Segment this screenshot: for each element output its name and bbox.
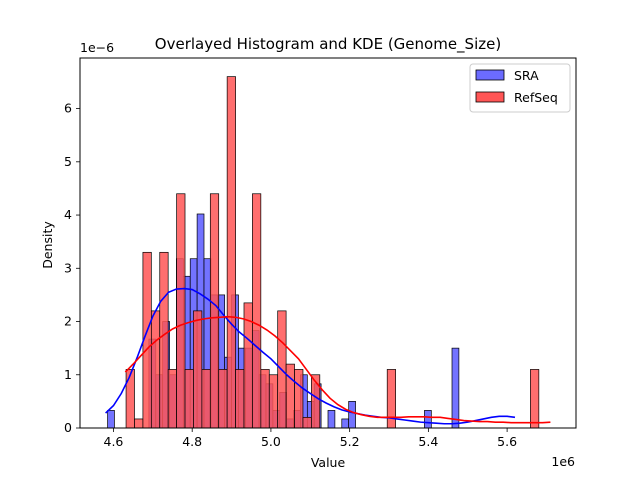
y-tick-label: 4 — [64, 207, 72, 222]
bar-refseq — [260, 369, 270, 429]
kde-line-refseq — [124, 315, 551, 424]
x-axis-title: Value — [311, 455, 346, 470]
bar-refseq — [125, 369, 135, 429]
bar-refseq — [285, 363, 295, 429]
x-tick-label: 4.6 — [104, 434, 124, 449]
bar-refseq — [167, 369, 177, 429]
bar-refseq — [252, 193, 262, 429]
chart-title: Overlayed Histogram and KDE (Genome_Size… — [155, 35, 501, 54]
bar-refseq — [150, 310, 161, 429]
axes-frame — [79, 57, 577, 429]
y-exponent-label: 1e−6 — [80, 40, 114, 55]
legend-label-sra: SRA — [514, 68, 539, 83]
bar-refseq — [226, 76, 236, 429]
y-tick-label: 5 — [64, 154, 72, 169]
y-tick-label: 2 — [64, 314, 72, 329]
axis-ticks: 4.6 4.8 5.0 5.2 5.4 5.6 0 1 2 3 4 5 6 — [64, 101, 517, 449]
bar-refseq — [159, 251, 169, 429]
bar-refseq — [530, 369, 540, 429]
bar-refseq — [209, 193, 220, 429]
x-tick-label: 5.4 — [418, 434, 438, 449]
bar-refseq — [218, 369, 228, 429]
bar-sra — [107, 410, 115, 429]
y-tick-label: 1 — [64, 367, 72, 382]
bar-sra — [424, 410, 432, 429]
y-tick-label: 3 — [64, 260, 72, 275]
bar-refseq — [201, 369, 211, 429]
bar-refseq — [134, 418, 144, 429]
legend-swatch-sra — [475, 69, 505, 81]
bar-refseq — [193, 310, 203, 429]
y-tick-label: 0 — [64, 420, 72, 435]
bar-refseq — [302, 417, 312, 429]
bar-sra — [348, 401, 356, 429]
y-axis-title: Density — [40, 221, 55, 269]
bar-refseq — [294, 369, 304, 429]
kde-line-sra — [105, 287, 516, 425]
bar-sra — [451, 347, 460, 429]
bar-sra — [341, 418, 350, 429]
bars-refseq — [125, 76, 540, 429]
bar-refseq — [176, 193, 186, 429]
x-tick-label: 5.2 — [340, 434, 360, 449]
x-exponent-label: 1e6 — [551, 454, 575, 469]
x-tick-label: 4.8 — [182, 434, 202, 449]
x-tick-label: 5.0 — [261, 434, 281, 449]
bar-refseq — [268, 374, 279, 429]
bar-refseq — [235, 369, 245, 429]
legend: SRA RefSeq — [469, 63, 571, 113]
legend-swatch-refseq — [475, 91, 505, 103]
y-tick-label: 6 — [64, 101, 72, 116]
x-tick-label: 5.6 — [497, 434, 517, 449]
bar-sra — [327, 410, 336, 429]
bar-refseq — [184, 369, 194, 429]
legend-label-refseq: RefSeq — [514, 90, 558, 105]
